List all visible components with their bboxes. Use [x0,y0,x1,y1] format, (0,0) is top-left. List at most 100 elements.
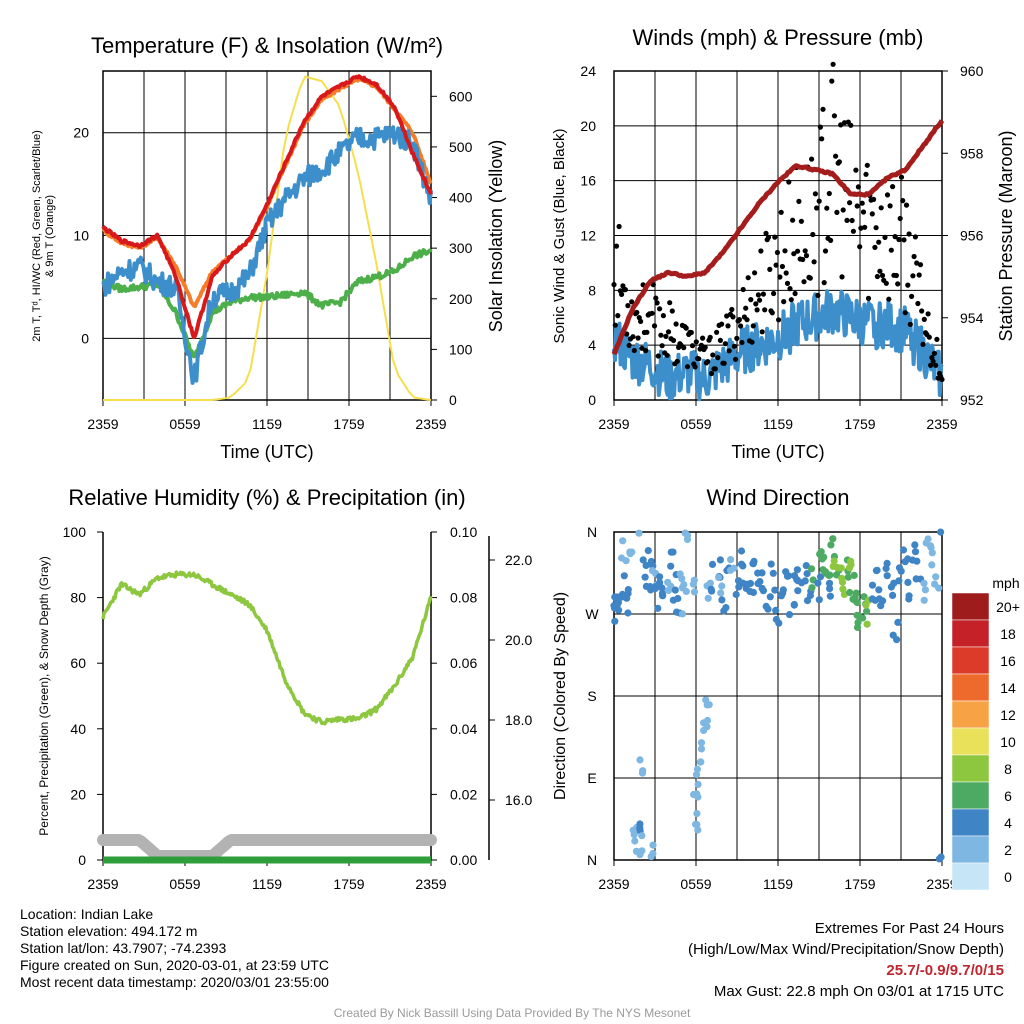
dir-point [619,537,627,545]
dir-point [692,820,700,828]
wind-gust-point [657,306,663,312]
wind-gust-point [903,202,910,208]
wind-ytick-label: 20 [580,118,596,134]
dir-point [875,595,883,603]
extremes-header: Extremes For Past 24 Hours [814,920,1004,937]
dir-point [622,557,630,565]
wind-gust-point [745,275,751,281]
dir-point [826,585,834,593]
rh-y2tick-label: 0.10 [450,524,477,540]
dir-point [820,553,828,561]
dir-point [716,556,725,564]
wind-gust-point [721,360,727,366]
wind-gust-point [893,272,900,279]
dir-point [921,586,930,594]
dir-point [636,756,644,764]
wind-gust-point [663,333,669,339]
dir-point [826,592,835,600]
wind-gust-point [859,200,865,206]
dir-point [641,573,649,581]
wind-ytick-label: 16 [580,173,596,189]
wind-panel-title: Winds (mph) & Pressure (mb) [633,25,924,50]
dir-point [806,591,815,600]
wind-xtick-label: 0559 [680,416,711,432]
dir-point [928,561,936,569]
wind-gust-point [654,300,660,306]
dir-point [767,560,775,568]
wind-gust-point [665,329,672,335]
wind-gust-point [888,247,894,253]
wind-gust-point [708,370,715,377]
dir-point [844,573,852,581]
temp-y2tick-label: 600 [449,88,473,104]
wind-gust-point [707,334,713,340]
dir-point [802,562,810,570]
temp-y2tick-label: 200 [449,291,473,307]
wind-gust-point [901,237,907,243]
dir-point [913,557,921,565]
dir-xtick-label: 1759 [844,876,875,892]
dir-point [883,572,891,580]
dir-point [690,588,699,596]
dir-point [829,535,837,543]
wind-gust-point [864,162,870,168]
wind-gust-point [857,244,863,250]
dir-point [673,608,681,616]
temp-series-td [101,248,433,359]
extremes-subheader: (High/Low/Max Wind/Precipitation/Snow De… [688,941,1004,958]
dir-point [694,826,702,834]
wind-gust-point [873,225,879,231]
wind-gust-point [791,251,797,257]
legend-swatch [951,862,990,891]
wind-gust-point [740,286,746,293]
wind-gust-point [772,234,778,240]
wind-gust-point [801,279,807,285]
temp-xtick-label: 1159 [252,416,282,432]
wind-gust-point [876,239,882,245]
dir-point [808,584,816,592]
wind-gust-point [644,329,650,335]
wind-gust-point [750,323,756,329]
wind-gust-point [786,179,792,185]
wind-ytick-label: 4 [588,337,596,353]
dir-point [693,810,701,818]
dir-point [785,611,794,619]
dir-point [683,531,692,540]
dir-point [764,605,772,613]
dir-panel-title: Wind Direction [706,485,849,510]
dir-point [718,596,726,604]
dir-point [837,564,845,572]
temp-y2tick-label: 500 [449,139,473,155]
wind-gust-point [886,296,892,302]
dir-point [838,574,846,582]
wind-ytick-label: 12 [580,228,596,244]
wind-gust-point [800,256,806,263]
rh-y2tick-label: 0.02 [450,786,477,802]
wind-gust-point [877,268,883,274]
wind-series-pressure [611,119,945,356]
temp-ytick-label: 0 [81,330,89,346]
wind-gust-point [760,291,767,297]
wind-gust-point [934,336,940,342]
dir-ytick-label: W [585,606,599,622]
wind-gust-point [814,205,820,211]
wind-y2tick-label: 958 [960,145,984,161]
wind-gust-point [673,321,679,327]
dir-point [794,587,802,595]
wind-xtick-label: 1759 [844,416,875,432]
wind-gust-point [844,217,850,223]
rh-ytick-label: 0 [78,852,86,868]
wind-gust-point [625,303,631,309]
wind-y2tick-label: 956 [960,228,984,244]
wind-gust-point [905,282,911,288]
wind-gust-point [817,124,824,130]
dir-point [639,556,647,564]
dir-point [911,541,919,549]
wind-gust-point [725,323,731,329]
wind-gust-point [629,299,635,305]
wind-gust-point [726,348,732,354]
dir-point [816,573,825,581]
rh-y3tick-label: 20.0 [505,632,532,648]
dir-point [692,771,701,779]
